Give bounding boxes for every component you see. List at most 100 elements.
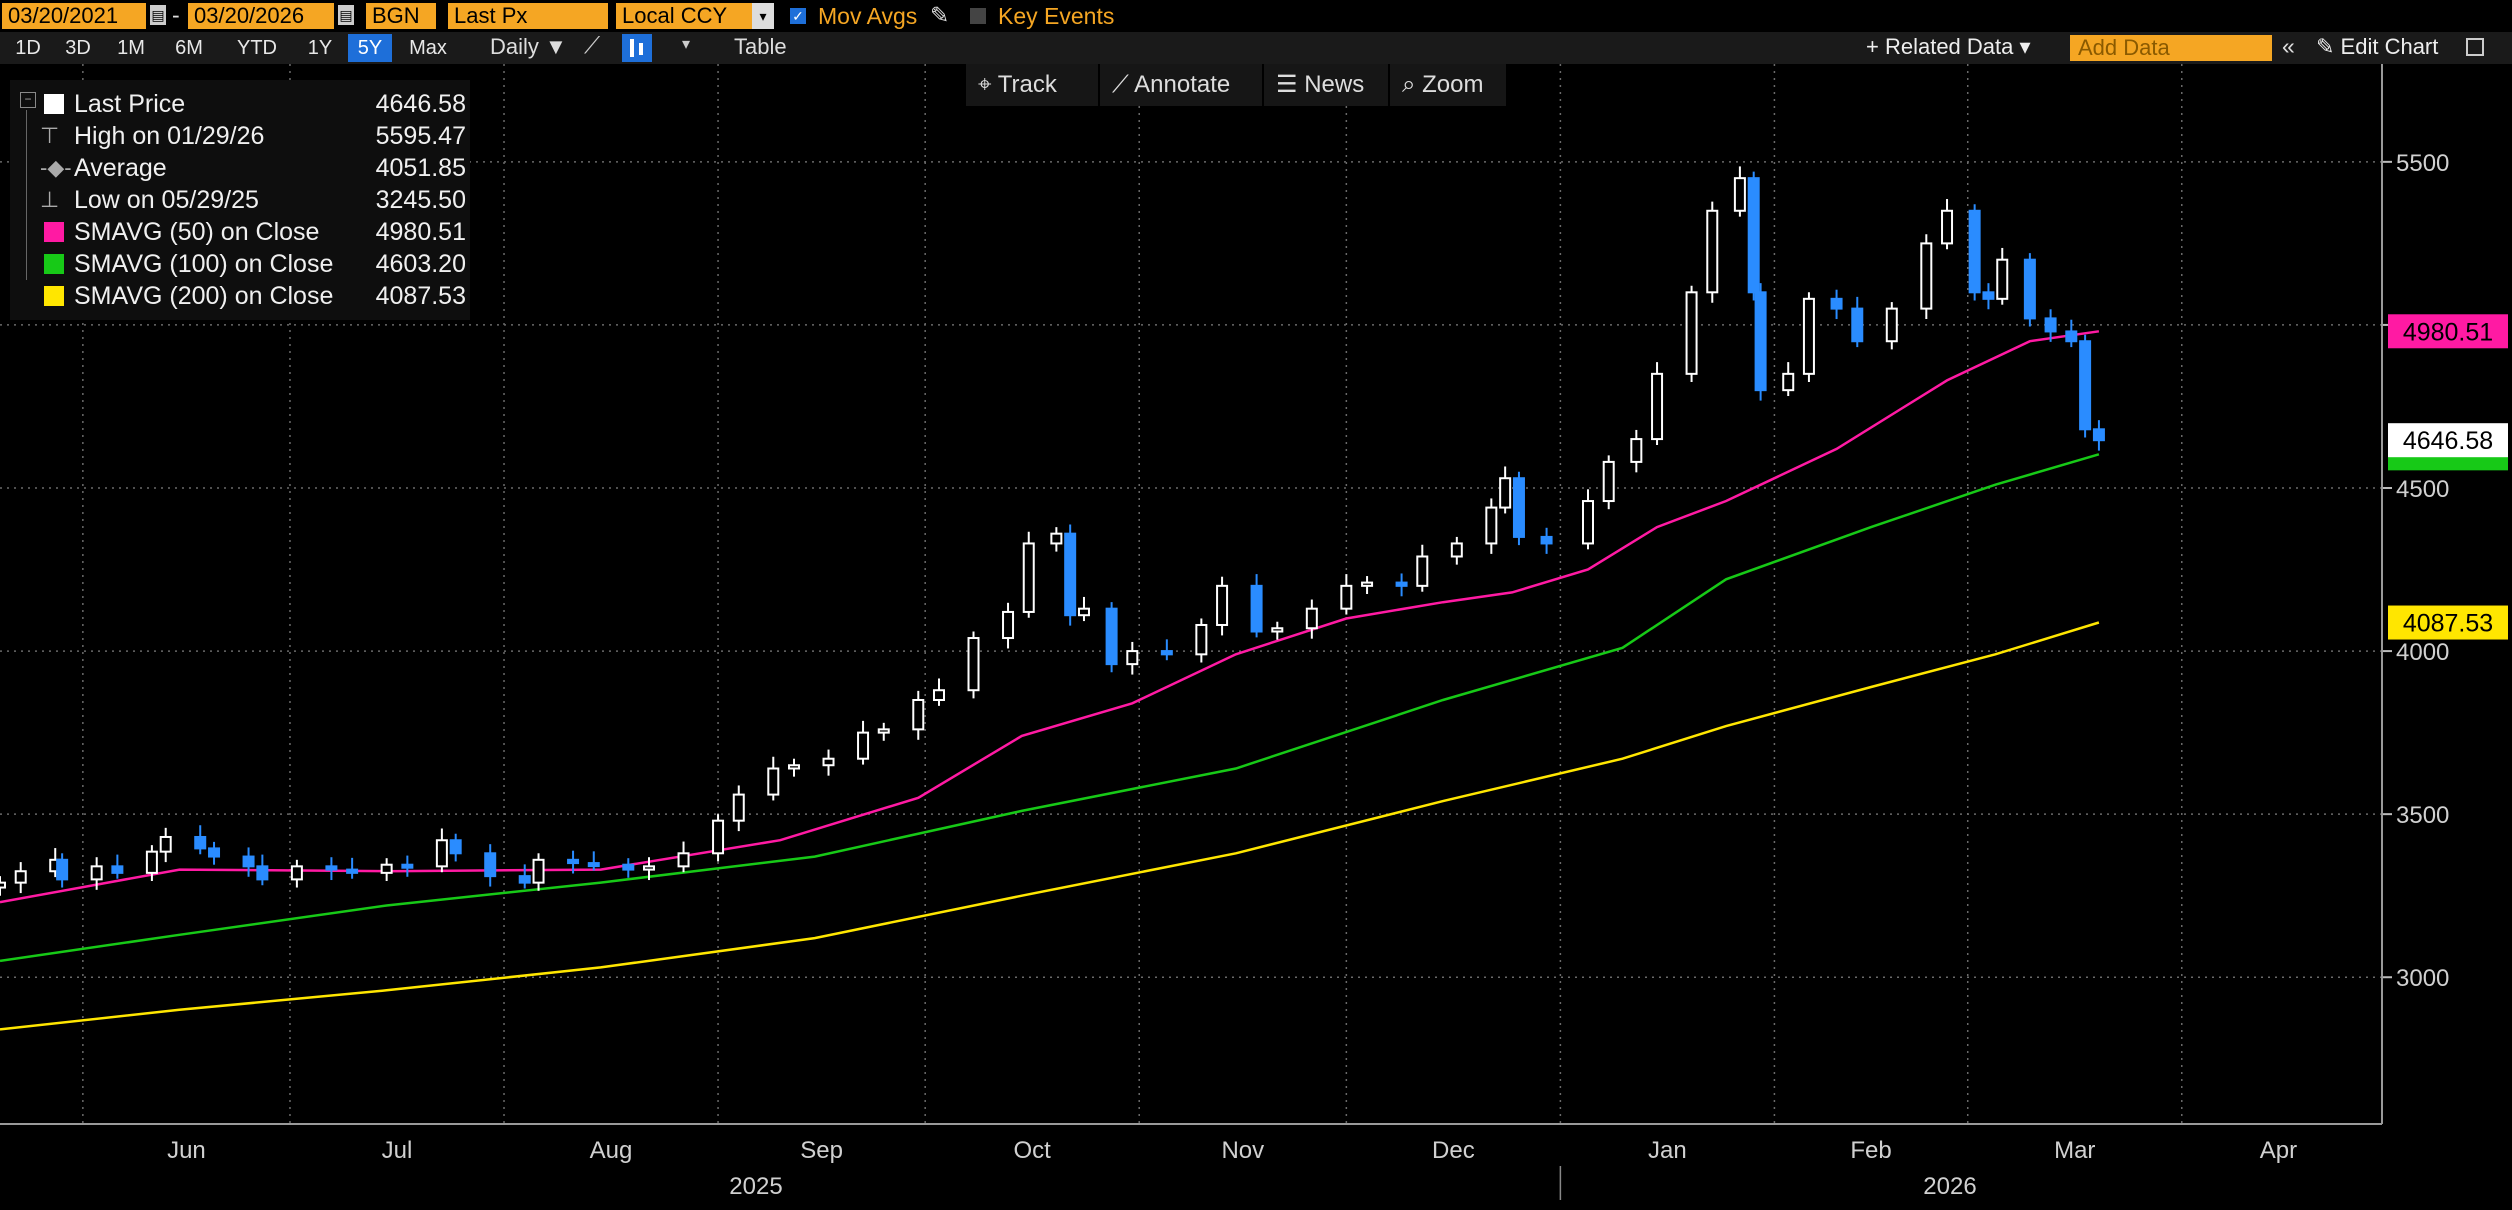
candle-body (401, 863, 414, 869)
pencil-icon[interactable]: ✎ (930, 2, 950, 28)
legend-swatch (44, 286, 64, 306)
candle-body (1782, 372, 1795, 392)
candle-body (1271, 627, 1284, 633)
related-data-button[interactable]: + Related Data ▾ (1866, 34, 2031, 59)
range-toolbar: 1D 3D 1M 6M YTD 1Y 5Y Max Daily ▼ ⟋ ▾ Table + R… (0, 32, 2512, 64)
candle-body (56, 858, 69, 881)
end-date-field[interactable]: 03/20/2026 (188, 3, 334, 29)
legend-label: High on 01/29/26 (74, 122, 265, 150)
candle-body (1602, 460, 1615, 503)
mov-avgs-checkbox[interactable]: ✓ (790, 8, 806, 24)
candle-body (1968, 209, 1981, 294)
candle-body (1802, 297, 1815, 375)
chevron-down-icon[interactable]: ▾ (682, 36, 691, 53)
legend-value: 4051.85 (375, 154, 466, 182)
currency-select[interactable]: Local CCY (616, 3, 774, 29)
range-button-max[interactable]: Max (409, 37, 447, 59)
key-events-checkbox[interactable] (970, 8, 986, 24)
candle-body (111, 865, 124, 874)
x-tick-label: Nov (1221, 1137, 1264, 1164)
legend: − Last Price 4646.58 ⊤ High on 01/29/26 … (10, 80, 470, 320)
annotate-button[interactable]: ⟋ Annotate (1100, 64, 1262, 106)
candle-body (1485, 506, 1498, 545)
range-button-5y[interactable]: 5Y (348, 34, 392, 62)
candle-body (1885, 307, 1898, 343)
candle-body (877, 728, 890, 734)
frequency-select[interactable]: Daily ▼ (490, 34, 567, 59)
range-button-3d[interactable]: 3D (65, 37, 91, 59)
series-line-sma50 (0, 330, 2100, 904)
candle-body (1395, 581, 1408, 587)
collapse-icon[interactable]: « (2282, 33, 2295, 59)
news-button[interactable]: ☰ News (1264, 64, 1388, 106)
legend-row-average: -◆- Average 4051.85 (10, 152, 470, 184)
sma50-badge-bg (2388, 314, 2508, 349)
candlestick-icon[interactable] (622, 34, 652, 62)
legend-row-sma200: SMAVG (200) on Close 4087.53 (10, 280, 470, 312)
last-price-badge-label: 4646.58 (2403, 427, 2493, 455)
search-icon: ⌕ (1402, 71, 1416, 98)
legend-value: 5595.47 (375, 122, 466, 150)
candle-body (1126, 650, 1139, 666)
x-tick-label: Oct (1014, 1137, 1052, 1164)
y-tick-label: 5500 (2396, 150, 2449, 177)
series-line-sma100 (0, 453, 2100, 963)
news-label: News (1304, 71, 1365, 98)
candle-body (449, 839, 462, 855)
window-icon[interactable] (2466, 38, 2484, 56)
candle-body (967, 637, 980, 692)
zoom-button[interactable]: ⌕ Zoom (1390, 64, 1506, 106)
legend-swatch (44, 254, 64, 274)
candle-body (518, 875, 531, 884)
range-button-1y[interactable]: 1Y (307, 37, 333, 59)
low-marker-icon: ⊥ (40, 187, 60, 212)
range-button-1m[interactable]: 1M (117, 37, 145, 59)
table-button[interactable]: Table (734, 34, 787, 59)
x-tick-label: Dec (1432, 1137, 1475, 1164)
range-button-1d[interactable]: 1D (15, 37, 41, 59)
candle-body (2065, 330, 2078, 343)
annotate-label: Annotate (1134, 71, 1231, 98)
x-tick-label: Mar (2054, 1137, 2095, 1164)
candle-body (1499, 477, 1512, 509)
line-chart-icon[interactable]: ⟋ (584, 32, 601, 58)
collapse-icon[interactable]: − (20, 92, 36, 108)
candle-body (1361, 581, 1374, 587)
chevron-down-icon[interactable]: ▾ (752, 3, 774, 29)
candle-body (532, 858, 545, 884)
range-button-6m[interactable]: 6M (175, 37, 203, 59)
add-data-input[interactable]: Add Data (2070, 35, 2272, 61)
candle-body (1512, 477, 1525, 538)
candle-body (242, 855, 255, 868)
legend-label: Average (74, 154, 167, 182)
candle-body (2079, 340, 2092, 431)
mov-avgs-label[interactable]: Mov Avgs (818, 3, 918, 29)
candle-body (1340, 584, 1353, 610)
candle-body (0, 881, 6, 889)
calendar-icon[interactable]: ▤ (338, 5, 354, 25)
key-events-label[interactable]: Key Events (998, 3, 1115, 29)
high-marker-icon: ⊤ (40, 123, 60, 148)
candle-body (194, 835, 207, 850)
candle-body (732, 793, 745, 822)
track-button[interactable]: ⌖ Track (966, 64, 1098, 106)
tree-line (26, 110, 27, 280)
x-tick-label: Jan (1648, 1137, 1687, 1164)
candle-body (380, 863, 393, 874)
start-date-field[interactable]: 03/20/2021 (2, 3, 146, 29)
edit-chart-label: Edit Chart (2340, 34, 2439, 59)
edit-chart-button[interactable]: ✎ Edit Chart (2316, 34, 2439, 59)
x-tick-label: Sep (800, 1137, 843, 1164)
candle-body (2044, 317, 2057, 333)
field-select[interactable]: Last Px (448, 3, 608, 29)
x-year-label: 2026 (1923, 1173, 1976, 1200)
candle-body (90, 865, 103, 881)
source-field[interactable]: BGN (366, 3, 436, 29)
last-price-badge-bg (2388, 423, 2508, 458)
range-button-ytd[interactable]: YTD (237, 37, 277, 59)
calendar-icon[interactable]: ▤ (150, 5, 166, 25)
sma50-badge-label: 4980.51 (2403, 318, 2493, 346)
candle-body (1582, 500, 1594, 545)
candle-body (857, 731, 870, 760)
candle-body (1685, 291, 1698, 375)
